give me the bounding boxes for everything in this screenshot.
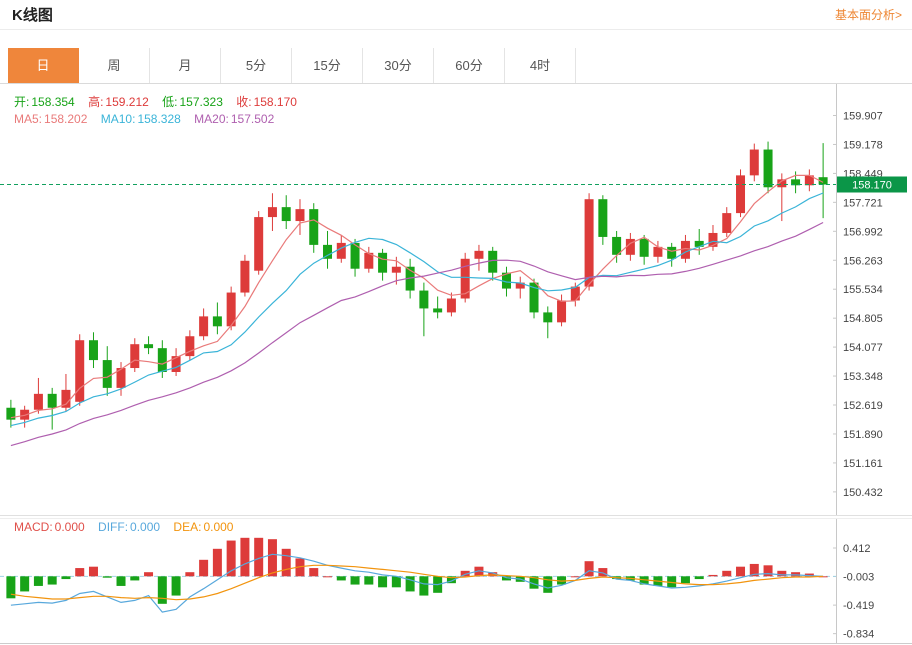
macd-value: 0.000 xyxy=(54,520,85,534)
svg-text:155.534: 155.534 xyxy=(843,284,883,296)
ohlc-low: 低: 157.323 xyxy=(162,95,223,109)
ma10-legend: MA10: 158.328 xyxy=(101,112,181,126)
interval-tabs: 日 周 月 5分 15分 30分 60分 4时 xyxy=(0,48,912,84)
tab-week[interactable]: 周 xyxy=(79,48,150,83)
ma5-value: 158.202 xyxy=(44,112,88,126)
svg-text:157.721: 157.721 xyxy=(843,197,883,209)
svg-text:150.432: 150.432 xyxy=(843,487,883,499)
svg-text:151.161: 151.161 xyxy=(843,458,883,470)
fundamental-analysis-link[interactable]: 基本面分析> xyxy=(834,8,902,22)
ma10-label: MA10: xyxy=(100,112,136,126)
svg-text:156.992: 156.992 xyxy=(843,226,883,238)
ma10-value: 158.328 xyxy=(137,112,181,126)
ohlc-open: 开: 158.354 xyxy=(14,95,75,109)
macd-legend: MACD: 0.000 xyxy=(14,520,85,534)
ma20-label: MA20: xyxy=(194,112,229,126)
ohlc-open-label: 开: xyxy=(14,95,30,109)
ma5-label: MA5: xyxy=(14,112,43,126)
ma20-legend: MA20: 157.502 xyxy=(194,112,274,126)
tab-day[interactable]: 日 xyxy=(8,48,79,83)
ohlc-high-label: 高: xyxy=(88,95,104,109)
page-header: K线图 基本面分析> xyxy=(0,0,912,30)
dea-label: DEA: xyxy=(173,520,202,534)
ma-legend-row: MA5: 158.202 MA10: 158.328 MA20: 157.502 xyxy=(14,112,284,126)
svg-text:153.348: 153.348 xyxy=(843,371,883,383)
svg-text:151.890: 151.890 xyxy=(843,429,883,441)
ohlc-open-value: 158.354 xyxy=(31,95,75,109)
dea-legend: DEA: 0.000 xyxy=(173,520,233,534)
dea-value: 0.000 xyxy=(203,520,234,534)
macd-label: MACD: xyxy=(14,520,53,534)
svg-text:154.077: 154.077 xyxy=(843,342,883,354)
svg-text:159.178: 159.178 xyxy=(843,139,883,151)
svg-text:159.907: 159.907 xyxy=(843,111,883,123)
svg-text:-0.834: -0.834 xyxy=(843,629,874,641)
ohlc-close: 收: 158.170 xyxy=(236,95,297,109)
svg-text:156.263: 156.263 xyxy=(843,255,883,267)
main-chart-canvas[interactable]: 159.907159.178158.449157.721156.992156.2… xyxy=(0,84,912,515)
tab-60min[interactable]: 60分 xyxy=(434,48,505,83)
diff-label: DIFF: xyxy=(98,520,129,534)
svg-text:0.412: 0.412 xyxy=(843,543,871,555)
diff-value: 0.000 xyxy=(130,520,161,534)
svg-text:154.805: 154.805 xyxy=(843,313,883,325)
svg-text:152.619: 152.619 xyxy=(843,400,883,412)
ohlc-row: 开: 158.354 高: 159.212 低: 157.323 收: 158.170 xyxy=(14,93,307,110)
ohlc-close-value: 158.170 xyxy=(253,95,297,109)
svg-text:-0.003: -0.003 xyxy=(843,572,874,584)
tab-30min[interactable]: 30分 xyxy=(363,48,434,83)
tab-15min[interactable]: 15分 xyxy=(292,48,363,83)
svg-text:158.170: 158.170 xyxy=(852,180,892,192)
ohlc-close-label: 收: xyxy=(236,95,252,109)
svg-text:-0.419: -0.419 xyxy=(843,600,874,612)
macd-chart-canvas[interactable]: 0.412 -0.003 -0.419 -0.834 xyxy=(0,515,912,645)
tab-4hour[interactable]: 4时 xyxy=(505,48,576,83)
macd-legend-row: MACD: 0.000 DIFF: 0.000 DEA: 0.000 xyxy=(14,520,243,534)
ma20-value: 157.502 xyxy=(230,112,275,126)
diff-legend: DIFF: 0.000 xyxy=(98,520,160,534)
ohlc-low-label: 低: xyxy=(162,95,178,109)
tab-month[interactable]: 月 xyxy=(150,48,221,83)
ohlc-high: 高: 159.212 xyxy=(88,95,149,109)
page-title: K线图 xyxy=(12,7,53,24)
tab-5min[interactable]: 5分 xyxy=(221,48,292,83)
ma5-legend: MA5: 158.202 xyxy=(14,112,87,126)
ohlc-high-value: 159.212 xyxy=(105,95,149,109)
ohlc-low-value: 157.323 xyxy=(179,95,223,109)
